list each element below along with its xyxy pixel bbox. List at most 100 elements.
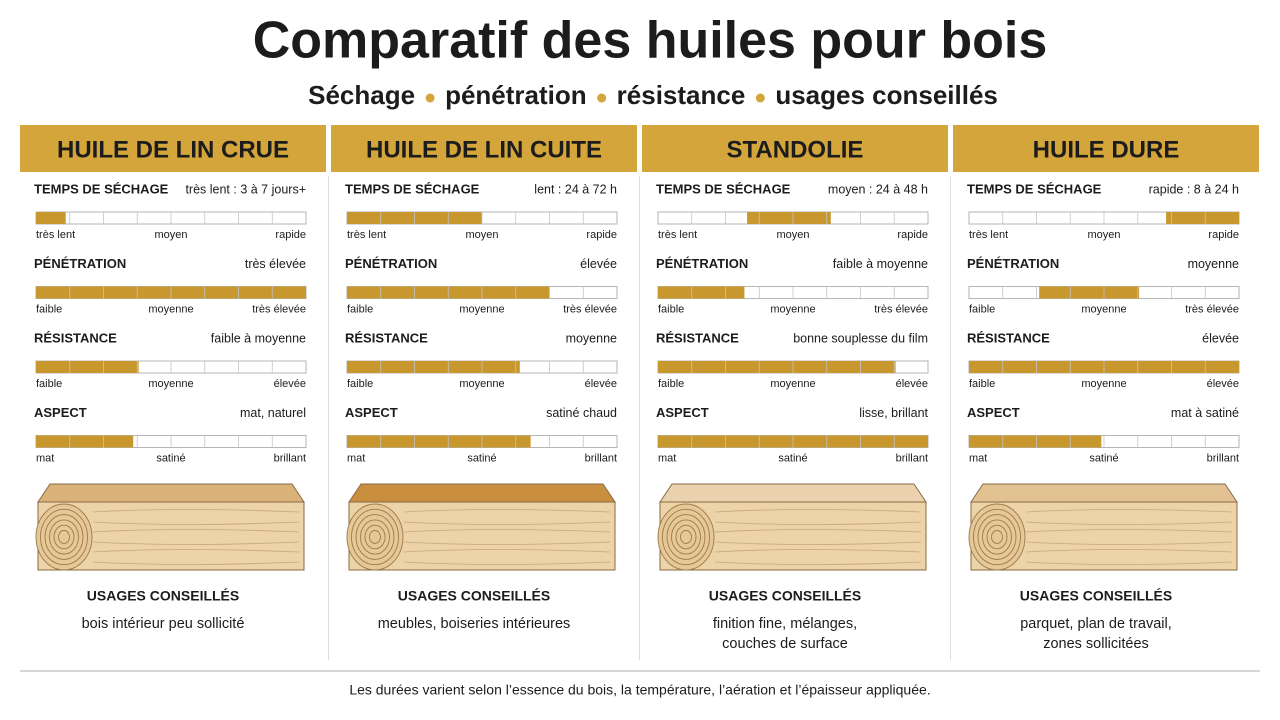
wood-grain xyxy=(714,561,922,565)
gauge-scale-label: très élevée xyxy=(874,303,928,315)
subtitle-part: Séchage xyxy=(308,80,415,110)
gauge-scale-label: rapide xyxy=(275,229,306,241)
gauge-scale-label: satiné xyxy=(778,452,807,464)
gauge-fill xyxy=(747,212,831,224)
criterion-label: TEMPS DE SÉCHAGE xyxy=(345,181,480,196)
wood-grain xyxy=(92,509,300,513)
gauge-fill xyxy=(347,435,531,448)
wood-top xyxy=(37,483,305,503)
wood-ring xyxy=(968,503,1026,571)
gauge-scale-label: faible xyxy=(658,378,684,390)
usage-title: USAGES CONSEILLÉS xyxy=(87,588,239,604)
column-title: HUILE DE LIN CRUE xyxy=(57,136,289,163)
gauge-scale-label: très lent xyxy=(969,229,1008,241)
criterion-value: faible à moyenne xyxy=(211,331,306,345)
wood-ring xyxy=(49,519,79,555)
gauge-scale-label: très élevée xyxy=(563,303,617,315)
gauge-scale-label: rapide xyxy=(1208,229,1239,241)
gauge-scale-label: brillant xyxy=(1207,452,1239,464)
criterion-value: bonne souplesse du film xyxy=(793,331,928,345)
criterion-value: mat, naturel xyxy=(240,406,306,420)
wood-grain xyxy=(714,541,922,545)
criterion-label: RÉSISTANCE xyxy=(345,330,428,345)
criterion-value: satiné chaud xyxy=(546,406,617,420)
gauge-scale-label: très lent xyxy=(347,229,386,241)
usage-title: USAGES CONSEILLÉS xyxy=(709,588,861,604)
column-header xyxy=(331,125,637,172)
column-title: STANDOLIE xyxy=(727,136,864,163)
gauge-scale-label: moyen xyxy=(776,229,809,241)
wood-ring xyxy=(53,524,75,550)
gauge-scale-label: brillant xyxy=(896,452,928,464)
gauge-fill xyxy=(1166,212,1239,224)
criterion-label: PÉNÉTRATION xyxy=(967,256,1059,271)
gauge-scale-label: élevée xyxy=(585,378,617,390)
wood-grain xyxy=(1025,561,1233,565)
criterion-label: PÉNÉTRATION xyxy=(345,256,437,271)
wood-illustration xyxy=(35,483,305,571)
wood-illustration xyxy=(346,483,616,571)
gauge-scale-label: faible xyxy=(658,303,684,315)
criterion-label: ASPECT xyxy=(967,405,1020,420)
wood-ring xyxy=(657,503,715,571)
wood-grain xyxy=(92,521,300,525)
wood-grain xyxy=(403,549,611,553)
gauge-scale-label: faible xyxy=(347,378,373,390)
gauge-scale-label: moyenne xyxy=(148,378,193,390)
criterion-value: rapide : 8 à 24 h xyxy=(1149,182,1239,196)
gauge-fill xyxy=(36,361,139,373)
criterion-label: ASPECT xyxy=(656,405,709,420)
wood-ring xyxy=(671,519,701,555)
gauge-scale-label: très élevée xyxy=(252,303,306,315)
wood-ring xyxy=(351,508,399,566)
criterion-value: moyen : 24 à 48 h xyxy=(828,182,928,196)
criterion-label: RÉSISTANCE xyxy=(656,330,739,345)
footer-note: Les durées varient selon l’essence du bo… xyxy=(349,682,930,698)
gauge-scale-label: faible xyxy=(36,303,62,315)
column-header xyxy=(642,125,948,172)
criterion-label: ASPECT xyxy=(34,405,87,420)
wood-ring xyxy=(35,503,93,571)
gauge-scale-label: très lent xyxy=(36,229,75,241)
wood-grain xyxy=(1025,509,1233,513)
gauge-fill xyxy=(1039,286,1140,299)
gauge-scale-label: moyen xyxy=(154,229,187,241)
wood-grain xyxy=(92,529,300,533)
wood-grain xyxy=(403,521,611,525)
gauge-scale-label: satiné xyxy=(156,452,185,464)
gauge-scale-label: moyenne xyxy=(148,303,193,315)
wood-grain xyxy=(403,509,611,513)
subtitle-part: pénétration xyxy=(445,80,587,110)
usage-text: bois intérieur peu sollicité xyxy=(82,616,245,632)
wood-grain xyxy=(1025,549,1233,553)
wood-grain xyxy=(403,529,611,533)
gauge-scale-label: moyenne xyxy=(459,378,504,390)
usage-text: meubles, boiseries intérieures xyxy=(378,616,571,632)
criterion-label: PÉNÉTRATION xyxy=(656,256,748,271)
wood-ring xyxy=(675,524,697,550)
wood-ring xyxy=(982,519,1012,555)
wood-ring xyxy=(40,508,88,566)
wood-top xyxy=(348,483,616,503)
wood-ring xyxy=(364,524,386,550)
wood-ring xyxy=(662,508,710,566)
wood-grain xyxy=(92,541,300,545)
gauge-scale-label: mat xyxy=(658,452,676,464)
subtitle: Séchage pénétration résistance usages conse… xyxy=(308,80,998,110)
gauge-scale-label: élevée xyxy=(274,378,306,390)
gauge-fill xyxy=(347,361,520,373)
wood-ring xyxy=(977,514,1017,560)
wood-ring xyxy=(360,519,390,555)
criterion-label: TEMPS DE SÉCHAGE xyxy=(34,181,169,196)
separator-dot xyxy=(425,93,435,103)
column-title: HUILE DURE xyxy=(1033,136,1180,163)
criterion-value: faible à moyenne xyxy=(833,257,928,271)
wood-ring xyxy=(44,514,84,560)
wood-top xyxy=(659,483,927,503)
wood-grain xyxy=(714,529,922,533)
gauge-scale-label: rapide xyxy=(897,229,928,241)
gauge-scale-label: faible xyxy=(969,303,995,315)
wood-ring xyxy=(369,530,381,544)
usage-text: couches de surface xyxy=(722,636,848,652)
criterion-value: élevée xyxy=(580,257,617,271)
